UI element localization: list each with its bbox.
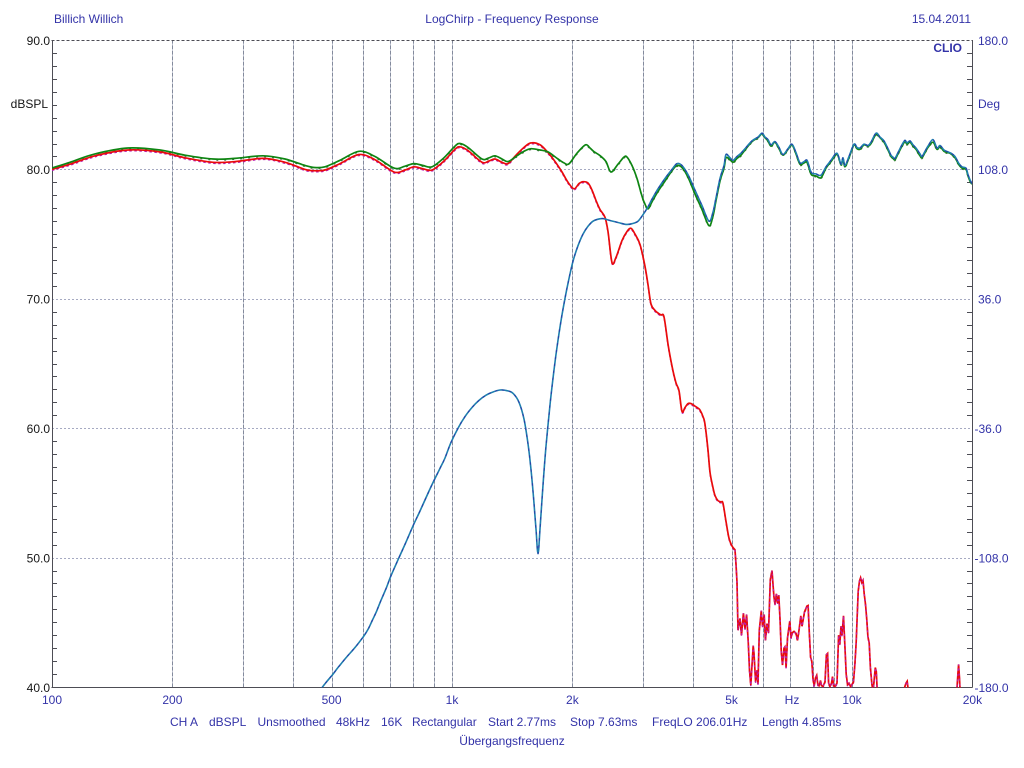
svg-text:Start 2.77ms: Start 2.77ms xyxy=(488,715,556,729)
svg-text:200: 200 xyxy=(162,693,182,707)
svg-text:Deg: Deg xyxy=(978,97,1000,111)
svg-text:Unsmoothed: Unsmoothed xyxy=(258,715,326,729)
svg-text:10k: 10k xyxy=(842,693,862,707)
svg-text:Length 4.85ms: Length 4.85ms xyxy=(762,715,841,729)
svg-text:20k: 20k xyxy=(963,693,983,707)
svg-text:FreqLO 206.01Hz: FreqLO 206.01Hz xyxy=(652,715,747,729)
svg-text:48kHz: 48kHz xyxy=(336,715,370,729)
svg-text:16K: 16K xyxy=(381,715,402,729)
svg-text:LogChirp - Frequency Response: LogChirp - Frequency Response xyxy=(425,12,599,26)
svg-text:100: 100 xyxy=(42,693,62,707)
svg-text:2k: 2k xyxy=(566,693,580,707)
svg-text:180.0: 180.0 xyxy=(978,34,1008,48)
svg-text:dBSPL: dBSPL xyxy=(11,97,49,111)
svg-text:CLIO: CLIO xyxy=(933,41,962,55)
svg-text:Rectangular: Rectangular xyxy=(412,715,477,729)
svg-text:108.0: 108.0 xyxy=(978,163,1008,177)
svg-text:Billich Willich: Billich Willich xyxy=(54,12,123,26)
svg-text:-180.0: -180.0 xyxy=(975,681,1009,695)
svg-text:90.0: 90.0 xyxy=(27,34,51,48)
svg-text:36.0: 36.0 xyxy=(978,293,1002,307)
svg-text:-36.0: -36.0 xyxy=(975,422,1003,436)
svg-text:60.0: 60.0 xyxy=(27,422,51,436)
svg-text:CH A: CH A xyxy=(170,715,198,729)
svg-text:70.0: 70.0 xyxy=(27,293,51,307)
svg-text:Hz: Hz xyxy=(785,693,800,707)
svg-text:dBSPL: dBSPL xyxy=(209,715,247,729)
svg-text:15.04.2011: 15.04.2011 xyxy=(912,12,971,26)
svg-text:50.0: 50.0 xyxy=(27,551,51,565)
svg-text:500: 500 xyxy=(322,693,342,707)
svg-text:Stop 7.63ms: Stop 7.63ms xyxy=(570,715,637,729)
svg-text:40.0: 40.0 xyxy=(27,681,51,695)
svg-text:Übergangsfrequenz: Übergangsfrequenz xyxy=(459,734,564,748)
svg-text:-108.0: -108.0 xyxy=(975,551,1009,565)
svg-text:1k: 1k xyxy=(446,693,460,707)
svg-text:80.0: 80.0 xyxy=(27,163,51,177)
svg-text:5k: 5k xyxy=(725,693,739,707)
